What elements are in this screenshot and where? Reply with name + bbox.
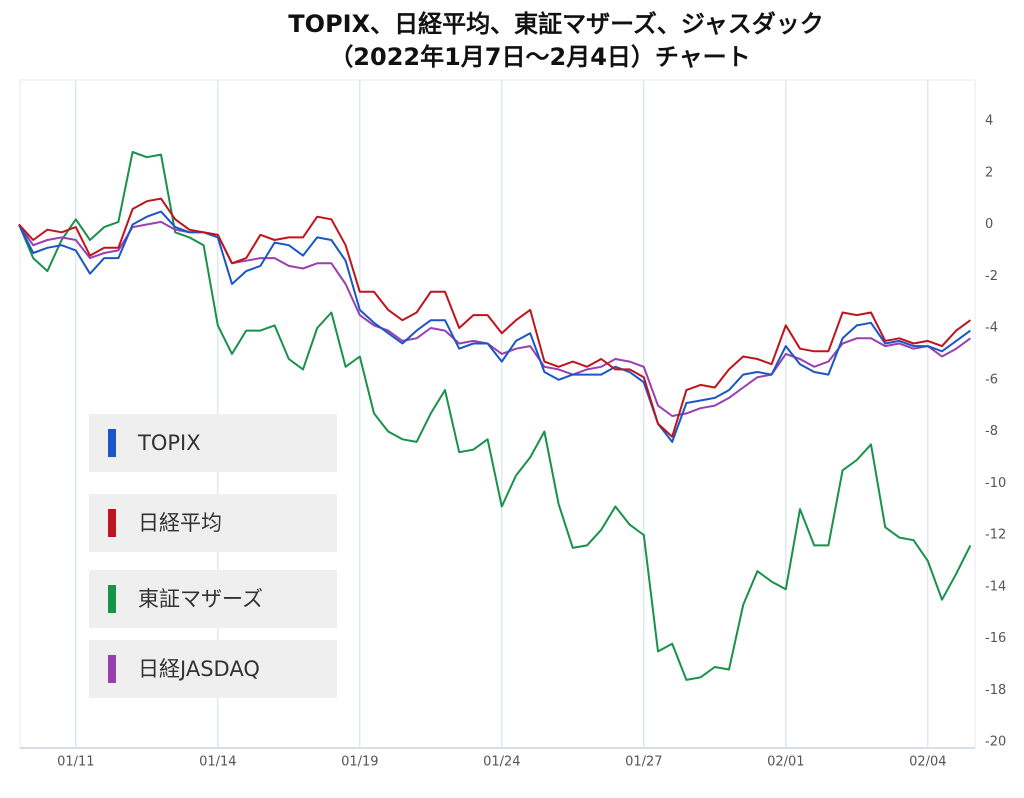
legend-label: 日経JASDAQ (138, 657, 260, 681)
series-line (18, 210, 971, 443)
y-tick-label: -4 (985, 321, 998, 336)
y-tick-label: -18 (985, 683, 1006, 698)
legend-swatch (108, 429, 116, 457)
chart-title: TOPIX、日経平均、東証マザーズ、ジャスダック (288, 10, 823, 38)
chart-subtitle: （2022年1月7日～2月4日）チャート (329, 43, 750, 71)
x-tick-label: 02/01 (767, 755, 804, 770)
x-tick-label: 01/11 (57, 755, 94, 770)
x-tick-label: 01/14 (199, 755, 236, 770)
x-tick-label: 01/19 (341, 755, 378, 770)
legend-item (89, 414, 337, 472)
legend-item (89, 494, 337, 552)
legend-swatch (108, 509, 116, 537)
x-tick-label: 02/04 (909, 755, 946, 770)
y-tick-label: -8 (985, 424, 998, 439)
series-line (18, 220, 971, 417)
legend-item (89, 570, 337, 628)
legend-label: 日経平均 (138, 511, 222, 535)
series-line (18, 197, 971, 438)
y-tick-label: -6 (985, 372, 998, 387)
y-tick-label: -16 (985, 631, 1006, 646)
legend-label: 東証マザーズ (138, 587, 263, 611)
x-tick-label: 01/27 (625, 755, 662, 770)
x-tick-label: 01/24 (483, 755, 520, 770)
y-tick-label: -10 (985, 476, 1006, 491)
y-tick-label: -12 (985, 528, 1006, 543)
legend-swatch (108, 585, 116, 613)
legend-label: TOPIX (137, 431, 201, 455)
y-tick-label: 2 (985, 165, 993, 180)
y-tick-label: -2 (985, 269, 998, 284)
legend-swatch (108, 655, 116, 683)
series-line (18, 151, 972, 681)
y-tick-label: 0 (985, 217, 993, 232)
y-tick-label: -20 (985, 735, 1006, 750)
y-tick-label: -14 (985, 579, 1006, 594)
y-tick-label: 4 (985, 114, 993, 129)
legend-item (89, 640, 337, 698)
